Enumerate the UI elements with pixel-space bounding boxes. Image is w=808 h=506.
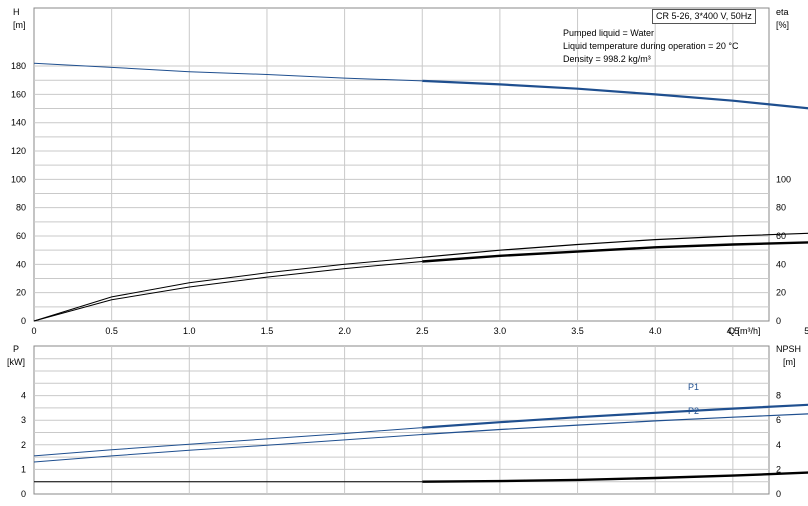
x-tick-label: 1.0 [183, 326, 196, 336]
efficiency-curve-upper-thick [422, 232, 808, 258]
x-tick-label: 4.5 [727, 326, 740, 336]
p2-curve-thick [422, 413, 808, 436]
bottom-right-axis-name: NPSH [776, 344, 801, 354]
bottom-left-tick-label: 0 [21, 489, 26, 499]
p1-curve-thin [33, 427, 423, 457]
x-tick-label: 2.5 [416, 326, 429, 336]
efficiency-curve-upper-thin [33, 256, 423, 322]
x-axis-unit-label: Q [m³/h] [728, 326, 761, 336]
top-right-tick-label: 0 [776, 316, 781, 326]
bottom-right-tick-label: 6 [776, 415, 781, 425]
head-curve-thick [422, 79, 808, 110]
p1-curve-thick [422, 403, 808, 429]
info-pumped-liquid: Pumped liquid = Water [563, 28, 654, 38]
top-left-tick-label: 140 [11, 118, 26, 128]
top-left-tick-label: 100 [11, 174, 26, 184]
efficiency-curve-lower-thin [33, 261, 423, 322]
top-left-tick-label: 0 [21, 316, 26, 326]
bottom-left-tick-label: 2 [21, 440, 26, 450]
x-tick-label: 4.0 [649, 326, 662, 336]
top-right-axis-name: eta [776, 7, 789, 17]
top-left-tick-label: 80 [16, 203, 26, 213]
x-tick-label: 0 [31, 326, 36, 336]
bottom-left-tick-label: 1 [21, 464, 26, 474]
bottom-left-axis-unit: [kW] [7, 357, 25, 367]
x-tick-label: 0.5 [105, 326, 118, 336]
top-left-tick-label: 120 [11, 146, 26, 156]
bottom-right-tick-label: 8 [776, 391, 781, 401]
top-right-tick-label: 80 [776, 203, 786, 213]
p1-label: P1 [688, 382, 699, 392]
top-right-tick-label: 60 [776, 231, 786, 241]
bottom-left-tick-label: 4 [21, 391, 26, 401]
x-tick-label: 3.0 [494, 326, 507, 336]
top-left-tick-label: 40 [16, 259, 26, 269]
bottom-left-axis-name: P [13, 344, 19, 354]
bottom-right-tick-label: 4 [776, 440, 781, 450]
info-density: Density = 998.2 kg/m³ [563, 54, 651, 64]
top-left-tick-label: 60 [16, 231, 26, 241]
top-frame [33, 7, 770, 322]
top-right-tick-label: 20 [776, 288, 786, 298]
x-tick-label: 5.0 [804, 326, 808, 336]
top-right-axis-unit: [%] [776, 20, 789, 30]
npsh-curve-thick [422, 471, 808, 483]
p2-label: P2 [688, 406, 699, 416]
efficiency-curve-lower-thick [422, 241, 808, 263]
top-left-tick-label: 180 [11, 61, 26, 71]
head-curve-thin [33, 62, 423, 82]
info-liquid-temperature: Liquid temperature during operation = 20… [563, 41, 739, 51]
bottom-right-tick-label: 0 [776, 489, 781, 499]
top-left-axis-unit: [m] [13, 20, 26, 30]
top-left-tick-label: 160 [11, 89, 26, 99]
top-left-axis-name: H [13, 7, 20, 17]
pump-title-box: CR 5-26, 3*400 V, 50Hz [652, 9, 756, 24]
x-tick-label: 3.5 [571, 326, 584, 336]
x-tick-label: 2.0 [338, 326, 351, 336]
bottom-right-tick-label: 2 [776, 464, 781, 474]
bottom-left-tick-label: 3 [21, 415, 26, 425]
x-tick-label: 1.5 [261, 326, 274, 336]
top-right-tick-label: 40 [776, 259, 786, 269]
p2-curve-thin [33, 434, 423, 463]
conditions-info: Pumped liquid = Water Liquid temperature… [563, 27, 738, 66]
top-right-tick-label: 100 [776, 174, 791, 184]
top-left-tick-label: 20 [16, 288, 26, 298]
bottom-right-axis-unit: [m] [783, 357, 796, 367]
